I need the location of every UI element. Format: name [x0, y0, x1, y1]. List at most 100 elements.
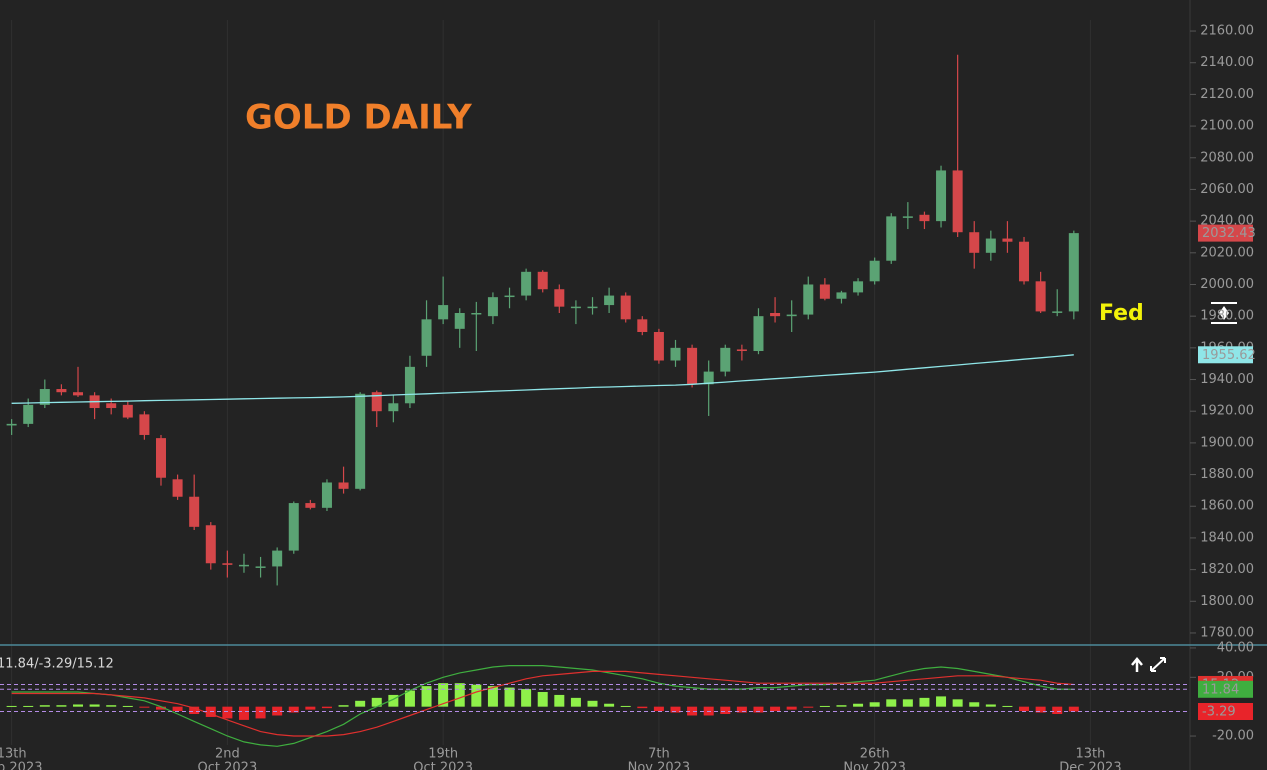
histogram-bar	[720, 706, 731, 715]
histogram-bar	[106, 705, 117, 707]
candle-body	[604, 295, 615, 306]
histogram-bar	[471, 684, 482, 707]
candle-body	[205, 525, 216, 564]
candle-body	[687, 347, 698, 385]
macd-line	[11, 665, 1074, 747]
histogram-bar	[23, 705, 34, 707]
scale-icon-lines[interactable]	[1211, 302, 1237, 324]
candle-body	[969, 232, 980, 253]
candle-body	[1052, 311, 1063, 313]
x-tick-day: 7th	[648, 747, 670, 762]
y-tick-label: 2060.00	[1200, 182, 1254, 197]
histogram-bar	[587, 700, 598, 707]
y-tick-label: 1920.00	[1200, 404, 1254, 419]
histogram-bar	[1052, 706, 1063, 715]
candle-body	[653, 332, 664, 361]
candle-body	[836, 292, 847, 299]
candle-body	[255, 566, 266, 568]
histogram-bar	[6, 705, 17, 707]
histogram-bar	[969, 702, 980, 707]
histogram-bar	[1068, 706, 1079, 712]
candle-body	[770, 312, 781, 317]
candle-body	[6, 423, 17, 426]
histogram-bar	[570, 697, 581, 707]
histogram-bar	[670, 706, 681, 713]
histogram-bar	[73, 704, 84, 707]
histogram-bar	[836, 705, 847, 707]
candle-body	[637, 319, 648, 333]
histogram-bar	[272, 706, 283, 716]
y-tick-label: 2020.00	[1200, 245, 1254, 260]
histogram-bar	[122, 705, 133, 707]
histogram-bar	[521, 689, 532, 707]
signal-line	[11, 670, 1074, 737]
candle-body	[952, 170, 963, 233]
histogram-bar	[189, 706, 200, 715]
expand-icon[interactable]	[1150, 657, 1166, 672]
histogram-bar	[1035, 706, 1046, 713]
candle-body	[471, 312, 482, 315]
candle-body	[753, 316, 764, 352]
scale-icon-diamond[interactable]	[1219, 306, 1229, 320]
histogram-bar	[504, 687, 515, 707]
annotation: Fed	[1099, 301, 1144, 326]
y-tick-label: 2100.00	[1200, 119, 1254, 134]
candle-body	[1019, 241, 1030, 282]
histogram-bar	[819, 705, 830, 707]
candle-body	[189, 496, 200, 527]
candle-body	[587, 306, 598, 309]
histogram-bar	[487, 686, 498, 707]
candle-body	[388, 403, 399, 412]
histogram-bar	[985, 704, 996, 707]
histogram-bar	[454, 683, 465, 707]
histogram-bar	[537, 691, 548, 707]
scale-icon[interactable]	[1209, 301, 1239, 325]
histogram-bar	[736, 706, 747, 713]
histogram-bar	[604, 703, 615, 707]
candle-body	[454, 312, 465, 329]
candle-body	[985, 238, 996, 253]
histogram-bar	[56, 705, 67, 707]
histogram-bar	[139, 706, 150, 708]
histogram-bar	[786, 706, 797, 710]
candle-body	[56, 389, 67, 393]
histogram-bar	[288, 706, 299, 713]
candle-body	[853, 281, 864, 293]
candle-body	[570, 306, 581, 309]
candle-body	[670, 347, 681, 361]
candle-body	[936, 170, 947, 222]
histogram-bar	[803, 706, 814, 708]
last-value-label: 11.84	[1202, 682, 1239, 697]
histogram-bar	[853, 703, 864, 707]
histogram-bar	[155, 706, 166, 710]
candle-body	[338, 482, 349, 489]
marks	[0, 54, 1190, 747]
candle-body	[554, 289, 565, 307]
histogram-bar	[388, 694, 399, 707]
toolbar-icons[interactable]	[1131, 657, 1166, 672]
last-value-box	[1198, 680, 1253, 698]
histogram-bar	[338, 705, 349, 707]
candle-body	[1035, 281, 1046, 312]
candle-body	[222, 563, 233, 565]
last-value-box	[1198, 703, 1253, 721]
candle-body	[139, 414, 150, 435]
candle-body	[172, 479, 183, 497]
last-value-label: -3.29	[1202, 705, 1236, 720]
histogram-bar	[438, 683, 449, 707]
candle-body	[919, 214, 930, 222]
histogram-bar	[321, 706, 332, 709]
up-icon[interactable]	[1131, 657, 1143, 672]
histogram-bar	[753, 706, 764, 713]
candle-body	[155, 438, 166, 478]
histogram-bar	[172, 706, 183, 712]
histogram-bar	[902, 699, 913, 707]
candle-body	[288, 503, 299, 551]
last-value-box	[1198, 346, 1253, 364]
x-tick-month: Oct 2023	[198, 761, 258, 770]
indicator-y-tick-label: 40.00	[1217, 640, 1254, 655]
moving-average-line	[11, 354, 1074, 404]
x-tick-day: 13th	[1075, 747, 1105, 762]
histogram-bar	[371, 697, 382, 707]
x-tick-day: 26th	[860, 747, 890, 762]
